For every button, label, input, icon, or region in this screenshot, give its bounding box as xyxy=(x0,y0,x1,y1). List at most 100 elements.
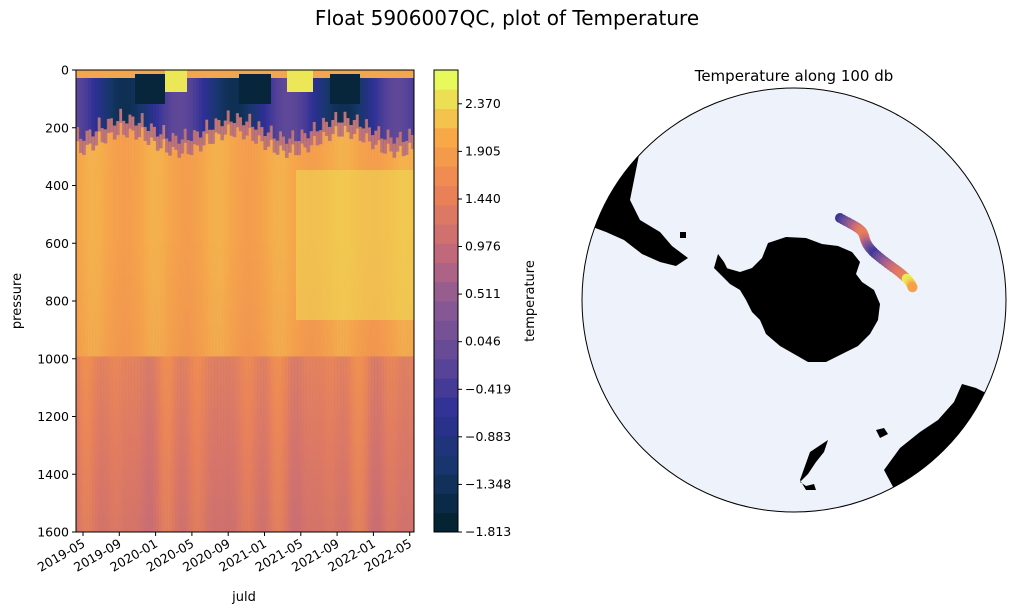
heatmap-cell xyxy=(398,356,403,532)
heatmap-cell xyxy=(380,138,384,153)
heatmap-cell xyxy=(140,356,145,532)
heatmap-cell xyxy=(269,125,274,140)
heatmap-cell xyxy=(100,116,105,357)
heatmap-cell xyxy=(361,78,366,129)
heatmap-cell xyxy=(189,141,194,156)
heatmap-cell xyxy=(238,116,243,357)
heatmap-cell xyxy=(88,129,92,144)
heatmap-cell xyxy=(291,356,295,532)
heatmap-cell xyxy=(232,116,237,357)
heatmap-cell xyxy=(195,116,200,357)
heatmap-cell xyxy=(383,356,387,532)
heatmap-cell xyxy=(364,356,369,532)
heatmap-cell xyxy=(220,116,225,357)
heatmap-cell xyxy=(349,125,354,140)
heatmap-cell xyxy=(377,126,381,141)
heatmap-cell xyxy=(211,78,215,130)
heatmap-surface-layer xyxy=(76,70,414,158)
heatmap-cell xyxy=(186,140,191,155)
heatmap-cell xyxy=(266,132,271,147)
heatmap-cell xyxy=(223,116,228,357)
heatmap-cell xyxy=(245,356,249,532)
heatmap-cell xyxy=(134,116,139,357)
heatmap-cell xyxy=(306,78,311,139)
heatmap-cell xyxy=(263,78,268,136)
heatmap-cell xyxy=(91,356,96,532)
heatmap-cell xyxy=(122,78,126,121)
heatmap-cell xyxy=(370,356,375,532)
heatmap-cell xyxy=(315,78,320,132)
new-zealand-landmass xyxy=(800,440,828,490)
heatmap-cell xyxy=(337,356,341,532)
heatmap-cold-core xyxy=(330,74,360,104)
heatmap-cell xyxy=(208,356,212,532)
colorbar-band xyxy=(434,70,458,90)
heatmap-cell xyxy=(367,356,372,532)
heatmap-cell xyxy=(241,125,246,140)
heatmap-cell xyxy=(241,356,246,532)
colorbar-band xyxy=(434,281,458,302)
heatmap-cell xyxy=(198,78,203,138)
heatmap-cell xyxy=(180,139,185,154)
heatmap-cell xyxy=(288,78,292,139)
heatmap-cell xyxy=(349,356,354,532)
heatmap-cell xyxy=(214,118,218,133)
heatmap-cell xyxy=(125,78,129,124)
heatmap-cell xyxy=(281,136,286,151)
colorbar-band xyxy=(434,224,458,244)
colorbar-label: temperature xyxy=(523,260,538,342)
heatmap-cell xyxy=(263,356,268,532)
heatmap-cell xyxy=(257,121,261,136)
colorbar-band xyxy=(434,89,458,109)
heatmap-cell xyxy=(97,117,102,132)
heatmap-cell xyxy=(198,356,203,532)
heatmap-cell xyxy=(143,126,148,141)
heatmap-cell xyxy=(321,117,326,132)
heatmap-cell xyxy=(208,116,212,357)
heatmap-cell xyxy=(374,130,378,145)
heatmap-cell xyxy=(192,116,197,357)
heatmap-cell xyxy=(165,138,169,153)
heatmap-cell xyxy=(146,116,151,357)
heatmap-cell xyxy=(257,356,261,532)
heatmap-cell xyxy=(340,356,344,532)
heatmap-cell xyxy=(214,78,218,119)
heatmap-cell xyxy=(401,356,406,532)
heatmap-cell xyxy=(158,134,163,149)
heatmap-cell xyxy=(174,135,178,150)
y-tick-label: 600 xyxy=(45,236,69,251)
heatmap-cell xyxy=(374,78,378,131)
heatmap-cell xyxy=(238,356,243,532)
heatmap-cell xyxy=(137,116,142,357)
heatmap-cell xyxy=(346,356,351,532)
heatmap-cell xyxy=(361,128,366,143)
heatmap-cell xyxy=(358,126,363,141)
heatmap-cell xyxy=(119,108,123,123)
heatmap-cell xyxy=(266,356,271,532)
heatmap-cell xyxy=(220,78,225,127)
heatmap-cell xyxy=(327,78,332,127)
heatmap-cell xyxy=(201,131,206,146)
heatmap-cell xyxy=(226,116,231,357)
heatmap-cell xyxy=(383,78,387,140)
heatmap-cell xyxy=(407,356,412,532)
heatmap-cell xyxy=(91,136,96,151)
heatmap-cell xyxy=(186,356,191,532)
heatmap-cell xyxy=(374,356,378,532)
heatmap-cell xyxy=(180,356,185,532)
colorbar-tick-label: 0.511 xyxy=(465,286,501,301)
heatmap-cell xyxy=(226,356,231,532)
heatmap-cell xyxy=(106,78,111,119)
heatmap-cell xyxy=(334,112,338,127)
heatmap-cell xyxy=(306,138,311,153)
heatmap-cell xyxy=(364,119,369,134)
heatmap-cell xyxy=(272,138,277,153)
heatmap-cell xyxy=(171,78,175,134)
y-tick-label: 1000 xyxy=(37,351,69,366)
heatmap-cell xyxy=(146,356,151,532)
heatmap-cell xyxy=(297,356,301,532)
heatmap-cell xyxy=(143,356,148,532)
heatmap-cell xyxy=(269,116,274,357)
heatmap-cell xyxy=(300,78,304,130)
heatmap-cell xyxy=(260,116,265,357)
